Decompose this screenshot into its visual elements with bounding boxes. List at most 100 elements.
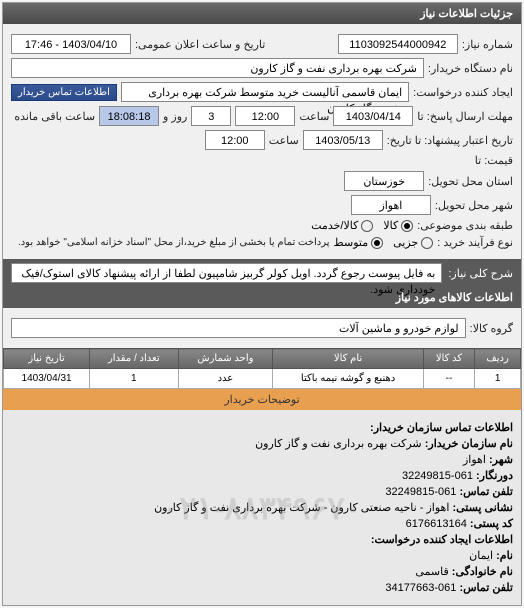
validity-time: 12:00 bbox=[205, 130, 265, 150]
creator-fname-label: نام: bbox=[496, 550, 513, 562]
contact-fax: 061-32249815 bbox=[402, 470, 473, 482]
radio-medium[interactable]: متوسط bbox=[334, 236, 384, 249]
th-unit: واحد شمارش bbox=[178, 349, 273, 369]
radio-icon bbox=[401, 220, 413, 232]
goods-section-title: اطلاعات کالاهای مورد نیاز bbox=[3, 287, 521, 308]
delivery-city-value: اهواز bbox=[351, 195, 431, 215]
th-qty: تعداد / مقدار bbox=[90, 349, 178, 369]
panel-title: جزئیات اطلاعات نیاز bbox=[3, 3, 521, 24]
creator-section-title: اطلاعات ایجاد کننده درخواست: bbox=[371, 534, 513, 546]
contact-phone-line: تلفن تماس: 061-32249815 bbox=[11, 485, 513, 498]
row-validity: تاریخ اعتبار پیشنهاد: تا تاریخ: 1403/05/… bbox=[11, 130, 513, 150]
deadline-time: 12:00 bbox=[235, 106, 295, 126]
contact-postcode: 6176613164 bbox=[406, 518, 467, 530]
delivery-state-value: خوزستان bbox=[344, 171, 424, 191]
row-price: قیمت: تا bbox=[11, 154, 513, 167]
process-radios: جزیی متوسط bbox=[334, 236, 434, 249]
price-label: قیمت: تا bbox=[475, 154, 513, 167]
goods-group-value: لوازم خودرو و ماشین آلات bbox=[11, 318, 466, 338]
remain-days: 3 bbox=[191, 106, 231, 126]
row-creator: ایجاد کننده درخواست: ایمان قاسمی آنالیست… bbox=[11, 82, 513, 102]
contact-city-label: شهر: bbox=[489, 454, 513, 466]
remain-time-label: ساعت باقی مانده bbox=[14, 110, 95, 123]
contact-button[interactable]: اطلاعات تماس خریدار bbox=[11, 84, 117, 101]
main-panel: جزئیات اطلاعات نیاز شماره نیاز: 11030925… bbox=[2, 2, 522, 606]
deadline-time-label: ساعت bbox=[299, 110, 329, 123]
row-process: نوع فرآیند خرید : جزیی متوسط پرداخت تمام… bbox=[11, 236, 513, 249]
creator-lname-line: نام خانوادگی: قاسمی bbox=[11, 565, 513, 578]
creator-value: ایمان قاسمی آنالیست خرید متوسط شرکت بهره… bbox=[121, 82, 409, 102]
th-name: نام کالا bbox=[273, 349, 423, 369]
request-no-value: 1103092544000942 bbox=[338, 34, 458, 54]
validity-label: تاریخ اعتبار پیشنهاد: تا تاریخ: bbox=[387, 134, 513, 147]
creator-label: ایجاد کننده درخواست: bbox=[413, 86, 513, 99]
row-delivery-city: شهر محل تحویل: اهواز bbox=[11, 195, 513, 215]
td-date: 1403/04/31 bbox=[4, 369, 90, 389]
radio-goods-partial[interactable]: کالا/خدمت bbox=[311, 219, 373, 232]
announce-value: 1403/04/10 - 17:46 bbox=[11, 34, 131, 54]
creator-fname: ایمان bbox=[469, 550, 493, 562]
contact-postal-line: نشانی پستی: اهواز - ناحیه صنعتی کارون - … bbox=[11, 501, 513, 514]
process-label: نوع فرآیند خرید : bbox=[437, 236, 513, 249]
creator-phone-line: تلفن تماس: 061-34177663 bbox=[11, 581, 513, 594]
contact-title: اطلاعات تماس سازمان خریدار: bbox=[370, 422, 513, 434]
creator-phone-label: تلفن تماس: bbox=[459, 582, 513, 594]
row-delivery-state: استان محل تحویل: خوزستان bbox=[11, 171, 513, 191]
desc-row: شرح کلی نیاز: به فایل پیوست رجوع گردد. ا… bbox=[3, 259, 521, 287]
table-row[interactable]: 1 -- دهنبع و گوشه نیمه باکتا عدد 1 1403/… bbox=[4, 369, 521, 389]
buyer-org-label: نام دستگاه خریدار: bbox=[428, 62, 513, 75]
contact-fax-label: دورنگار: bbox=[476, 470, 513, 482]
radio-icon bbox=[361, 220, 373, 232]
td-qty: 1 bbox=[90, 369, 178, 389]
radio-icon bbox=[421, 237, 433, 249]
th-row: ردیف bbox=[475, 349, 521, 369]
remain-time: 18:08:18 bbox=[99, 106, 159, 126]
contact-postcode-line: کد پستی: 6176613164 bbox=[11, 517, 513, 530]
deadline-label: مهلت ارسال پاسخ: تا bbox=[417, 110, 513, 123]
row-buyer-org: نام دستگاه خریدار: شرکت بهره برداری نفت … bbox=[11, 58, 513, 78]
group-type-label: طبقه بندی موضوعی: bbox=[417, 219, 513, 232]
creator-phone: 061-34177663 bbox=[385, 582, 456, 594]
radio-goods-label: کالا bbox=[383, 219, 398, 232]
table-header-row: ردیف کد کالا نام کالا واحد شمارش تعداد /… bbox=[4, 349, 521, 369]
form-body: شماره نیاز: 1103092544000942 تاریخ و ساع… bbox=[3, 24, 521, 259]
creator-lname: قاسمی bbox=[415, 566, 448, 578]
contact-city: اهواز bbox=[463, 454, 486, 466]
creator-lname-label: نام خانوادگی: bbox=[452, 566, 513, 578]
contact-org-line: نام سازمان خریدار: شرکت بهره برداری نفت … bbox=[11, 437, 513, 450]
radio-partial-label: جزیی bbox=[393, 236, 418, 249]
th-code: کد کالا bbox=[423, 349, 474, 369]
contact-fax-line: دورنگار: 061-32249815 bbox=[11, 469, 513, 482]
validity-date: 1403/05/13 bbox=[303, 130, 383, 150]
th-date: تاریخ نیاز bbox=[4, 349, 90, 369]
buyer-org-value: شرکت بهره برداری نفت و گاز کارون bbox=[11, 58, 424, 78]
notes-bar: توضیحات خریدار bbox=[3, 389, 521, 410]
request-no-label: شماره نیاز: bbox=[462, 38, 513, 51]
radio-icon bbox=[371, 237, 383, 249]
desc-label: شرح کلی نیاز: bbox=[448, 267, 513, 280]
td-unit: عدد bbox=[178, 369, 273, 389]
validity-time-label: ساعت bbox=[269, 134, 299, 147]
delivery-state-label: استان محل تحویل: bbox=[428, 175, 513, 188]
td-row: 1 bbox=[475, 369, 521, 389]
td-name: دهنبع و گوشه نیمه باکتا bbox=[273, 369, 423, 389]
delivery-city-label: شهر محل تحویل: bbox=[435, 199, 513, 212]
process-note: پرداخت تمام یا بخشی از مبلغ خرید،از محل … bbox=[18, 237, 330, 248]
radio-medium-label: متوسط bbox=[334, 236, 369, 249]
group-type-radios: کالا کالا/خدمت bbox=[311, 219, 413, 232]
contact-city-line: شهر: اهواز bbox=[11, 453, 513, 466]
goods-group-label: گروه کالا: bbox=[470, 322, 513, 335]
contact-phone-label: تلفن تماس: bbox=[459, 486, 513, 498]
radio-goods-partial-label: کالا/خدمت bbox=[311, 219, 358, 232]
row-group-type: طبقه بندی موضوعی: کالا کالا/خدمت bbox=[11, 219, 513, 232]
radio-goods[interactable]: کالا bbox=[383, 219, 413, 232]
announce-label: تاریخ و ساعت اعلان عمومی: bbox=[135, 38, 265, 51]
contact-phone: 061-32249815 bbox=[385, 486, 456, 498]
goods-group-row: گروه کالا: لوازم خودرو و ماشین آلات bbox=[3, 308, 521, 348]
radio-partial[interactable]: جزیی bbox=[393, 236, 433, 249]
contact-org: شرکت بهره برداری نفت و گاز کارون bbox=[255, 438, 422, 450]
desc-text: به فایل پیوست رجوع گردد. اویل کولر گربیز… bbox=[11, 263, 442, 283]
td-code: -- bbox=[423, 369, 474, 389]
goods-table: ردیف کد کالا نام کالا واحد شمارش تعداد /… bbox=[3, 348, 521, 389]
creator-fname-line: نام: ایمان bbox=[11, 549, 513, 562]
